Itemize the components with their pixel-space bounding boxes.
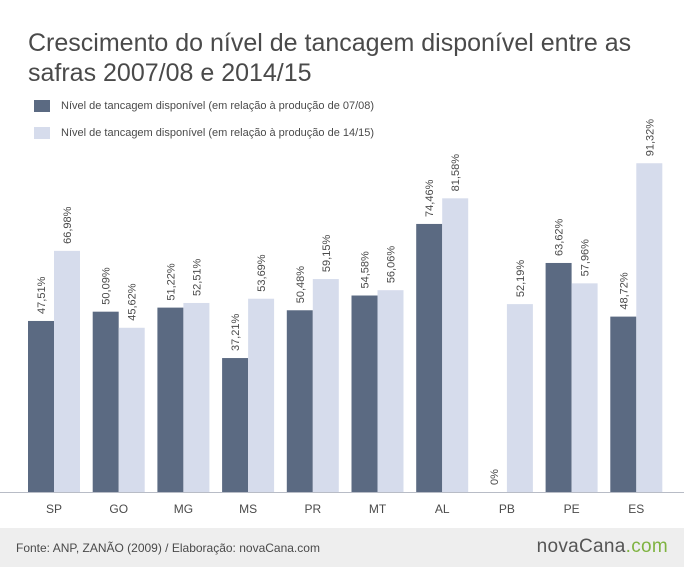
chart-legend: Nível de tancagem disponível (em relação… [34, 99, 374, 153]
bar-mg-series-1 [183, 302, 210, 492]
bar-pb-series-1 [506, 304, 533, 492]
legend-label-dark: Nível de tancagem disponível (em relação… [61, 100, 375, 112]
bar-es-series-0 [610, 316, 637, 492]
value-label-pe-series-0: 63,62% [554, 218, 566, 256]
value-label-mt-series-1: 56,06% [386, 246, 398, 284]
value-label-ms-series-1: 53,69% [256, 254, 268, 292]
novacana-logo: novaCana.com [537, 536, 668, 558]
bar-sp-series-1 [54, 250, 80, 492]
bar-sp-series-0 [28, 320, 54, 492]
bar-mt-series-0 [351, 295, 378, 492]
value-label-mg-series-1: 52,51% [191, 258, 203, 296]
value-label-al-series-1: 81,58% [450, 154, 462, 192]
chart-title: Crescimento do nível de tancagem disponí… [28, 29, 632, 87]
chart-area: Crescimento do nível de tancagem disponí… [0, 29, 684, 516]
bar-mg-series-0 [157, 307, 184, 492]
value-label-pb-series-0: 0% [489, 469, 501, 485]
value-label-ms-series-0: 37,21% [230, 314, 242, 352]
bar-pr-series-0 [286, 310, 313, 492]
bar-es-series-1 [636, 163, 663, 493]
value-label-sp-series-0: 47,51% [36, 276, 48, 314]
footer-source: Fonte: ANP, ZANÃO (2009) / Elaboração: n… [16, 541, 320, 555]
value-label-mt-series-0: 54,58% [360, 251, 372, 289]
category-label-sp: SP [46, 502, 62, 516]
value-label-pe-series-1: 57,96% [580, 239, 592, 277]
legend-swatch-light [34, 127, 50, 139]
bar-pr-series-1 [312, 279, 339, 492]
category-label-mg: MG [174, 502, 193, 516]
logo-accent-text: .com [625, 536, 668, 557]
value-label-al-series-0: 74,46% [424, 179, 436, 217]
logo-main-text: novaCana [536, 536, 626, 557]
bar-pe-series-0 [545, 262, 572, 492]
value-label-es-series-0: 48,72% [618, 272, 630, 310]
legend-swatch-dark [34, 100, 50, 112]
value-label-pr-series-1: 59,15% [321, 235, 333, 273]
value-label-mg-series-0: 51,22% [165, 263, 177, 301]
value-label-go-series-0: 50,09% [101, 267, 113, 305]
value-label-es-series-1: 91,32% [644, 119, 656, 157]
bar-al-series-1 [442, 198, 469, 492]
category-label-al: AL [435, 502, 450, 516]
category-label-pe: PE [564, 502, 580, 516]
bar-ms-series-1 [248, 298, 275, 492]
value-label-go-series-1: 45,62% [127, 283, 139, 321]
category-label-pr: PR [304, 502, 321, 516]
bar-chart-plot: 47,51% 66,98% SP 50,09% 45,62% GO 51,22% 52,51%… [0, 119, 684, 516]
category-label-mt: MT [369, 502, 387, 516]
value-label-pb-series-1: 52,19% [515, 260, 527, 298]
category-label-es: ES [628, 502, 644, 516]
legend-item-1415: Nível de tancagem disponível (em relação… [34, 126, 374, 140]
category-label-pb: PB [499, 502, 515, 516]
legend-item-0707: Nível de tancagem disponível (em relação… [34, 99, 374, 113]
bar-go-series-0 [92, 311, 119, 492]
value-label-sp-series-1: 66,98% [62, 206, 74, 244]
bar-al-series-0 [416, 223, 443, 492]
bar-pe-series-1 [571, 283, 598, 492]
bar-mt-series-1 [377, 290, 404, 492]
footer: Fonte: ANP, ZANÃO (2009) / Elaboração: n… [0, 528, 684, 567]
category-label-ms: MS [239, 502, 257, 516]
bar-go-series-1 [118, 327, 145, 492]
value-label-pr-series-0: 50,48% [295, 266, 307, 304]
bar-ms-series-0 [222, 358, 249, 492]
legend-label-light: Nível de tancagem disponível (em relação… [61, 127, 375, 139]
category-label-go: GO [109, 502, 128, 516]
